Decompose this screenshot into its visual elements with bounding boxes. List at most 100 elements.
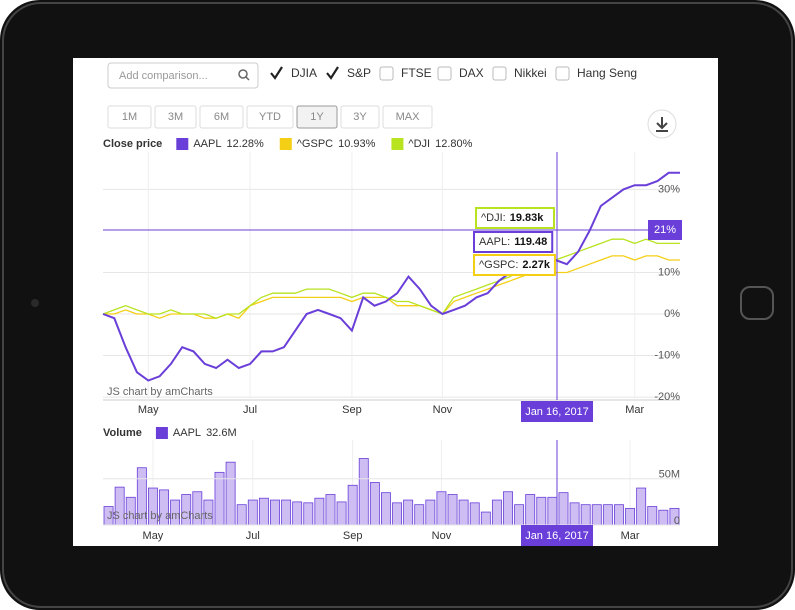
volume-bar <box>514 504 525 526</box>
search-input[interactable] <box>107 62 259 89</box>
legend-swatch[interactable] <box>279 138 292 150</box>
volume-bar <box>503 491 513 526</box>
x-tick-label: Sep <box>343 530 363 542</box>
series-line <box>102 238 680 319</box>
volume-bar <box>214 471 225 526</box>
range-button[interactable] <box>382 105 433 129</box>
volume-bar <box>392 502 402 526</box>
volume-bar <box>247 499 258 526</box>
range-button[interactable] <box>107 105 152 129</box>
volume-bar <box>614 504 624 526</box>
range-button-label: 3Y <box>353 111 367 123</box>
volume-bar <box>436 491 447 526</box>
check-mark <box>326 66 339 80</box>
volume-bar <box>414 504 425 526</box>
volume-bar <box>314 497 325 526</box>
volume-bar <box>270 499 280 526</box>
volume-bar <box>525 494 536 526</box>
volume-bar <box>469 502 480 526</box>
volume-bar <box>625 507 636 526</box>
chart-credit: JS chart by amCharts <box>107 386 213 398</box>
legend-name[interactable]: ^DJI <box>408 138 430 150</box>
volume-bar <box>647 506 658 526</box>
range-button-label: 1M <box>122 111 137 123</box>
legend-swatch[interactable] <box>176 138 189 150</box>
volume-bar <box>236 504 247 526</box>
tooltip-value: 119.48 <box>514 236 547 248</box>
cursor-x-box <box>521 525 593 546</box>
volume-bar <box>292 501 303 526</box>
y-tick-label: 30% <box>658 183 680 195</box>
volume-bar <box>536 496 547 526</box>
volume-bar <box>569 502 580 526</box>
x-tick-label: May <box>138 404 159 416</box>
range-button[interactable] <box>154 105 197 129</box>
x-tick-label: Mar <box>621 530 640 542</box>
range-button[interactable] <box>296 105 338 129</box>
legend-value: 12.28% <box>226 138 264 150</box>
search-icon <box>238 69 248 79</box>
range-button-label: YTD <box>259 111 281 123</box>
legend-name[interactable]: AAPL <box>193 138 221 150</box>
series-line <box>102 171 680 382</box>
cursor-x-label: Jan 16, 2017 <box>525 530 589 542</box>
cursor-x-box <box>521 401 593 422</box>
y-tick-label: 50M <box>659 469 680 481</box>
tooltip-value: 2.27k <box>522 259 550 271</box>
tooltip-box <box>473 254 556 276</box>
tooltip-box <box>475 207 555 229</box>
legend-name[interactable]: AAPL <box>173 427 201 439</box>
cursor-y-box <box>648 220 682 240</box>
range-button[interactable] <box>246 105 294 129</box>
range-button-label: 6M <box>214 111 229 123</box>
legend-value: 32.6M <box>206 427 237 439</box>
x-tick-label: May <box>143 530 164 542</box>
tooltip-box <box>473 231 554 253</box>
checkbox-label: DJIA <box>291 66 317 80</box>
checkbox[interactable] <box>437 66 452 81</box>
volume-bar <box>347 484 358 526</box>
cursor-x-label: Jan 16, 2017 <box>525 406 589 418</box>
checkbox-label: FTSE <box>401 66 432 80</box>
legend-title: Volume <box>103 427 142 439</box>
volume-bar <box>458 499 469 526</box>
search-icon <box>245 76 250 81</box>
x-tick-label: Sep <box>342 404 362 416</box>
range-button-label: 3M <box>168 111 183 123</box>
volume-bar <box>558 492 569 526</box>
volume-bar <box>547 496 558 526</box>
tooltip-value: 19.83k <box>510 212 545 224</box>
checkbox[interactable] <box>555 66 570 81</box>
volume-bar <box>336 501 347 526</box>
checkbox-label: DAX <box>459 66 484 80</box>
range-button-label: 1Y <box>310 111 324 123</box>
legend-name[interactable]: ^GSPC <box>297 138 333 150</box>
series-line <box>103 255 680 319</box>
checkbox[interactable] <box>492 66 507 81</box>
volume-bar <box>325 494 336 526</box>
search-placeholder: Add comparison... <box>119 70 208 82</box>
volume-bar <box>258 497 269 526</box>
range-button[interactable] <box>199 105 244 129</box>
home-button[interactable] <box>740 286 774 320</box>
volume-bar <box>403 499 414 526</box>
camera <box>31 299 39 307</box>
legend-swatch[interactable] <box>391 138 404 150</box>
y-tick-label: -20% <box>654 391 680 403</box>
volume-bar <box>447 494 458 526</box>
download-icon <box>656 117 668 132</box>
y-tick-label: 0% <box>664 308 680 320</box>
x-tick-label: Nov <box>433 404 453 416</box>
range-button-label: MAX <box>396 111 421 123</box>
x-tick-label: Mar <box>625 404 644 416</box>
volume-bar <box>591 504 602 526</box>
checkbox-label: Hang Seng <box>577 66 637 80</box>
volume-bar <box>425 499 436 526</box>
checkbox[interactable] <box>379 66 394 81</box>
legend-swatch[interactable] <box>155 427 168 439</box>
range-button[interactable] <box>340 105 380 129</box>
y-tick-label: -10% <box>654 349 680 361</box>
